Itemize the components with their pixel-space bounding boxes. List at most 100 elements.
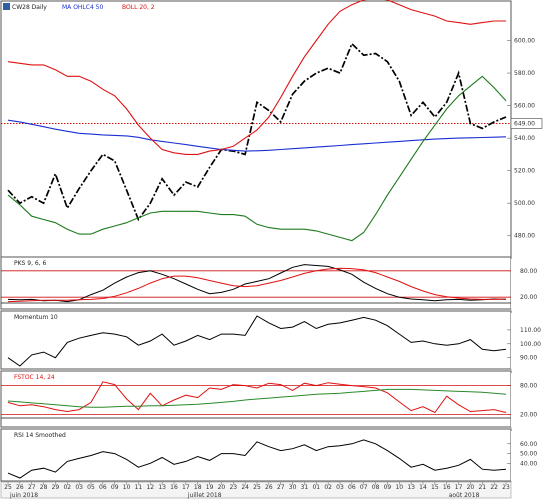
- fstoc-plot: 20.00 80.00: [1, 373, 543, 427]
- x-tick-label: 23: [502, 484, 510, 491]
- x-tick-label: 16: [170, 484, 178, 491]
- x-tick-label: 20: [218, 484, 226, 491]
- x-tick-label: 14: [419, 484, 427, 491]
- x-tick-label: 25: [253, 484, 261, 491]
- x-tick-label: 28: [40, 484, 48, 491]
- rsi-panel-label[interactable]: RSI 14 Smoothed: [14, 432, 66, 439]
- momentum-panel-label[interactable]: Momentum 10: [14, 314, 58, 321]
- pks-panel-label[interactable]: PKS 9, 6, 6: [14, 260, 47, 267]
- y-tick-label: 100.00: [520, 341, 541, 348]
- x-tick-label: 27: [28, 484, 36, 491]
- boll-indicator-label[interactable]: BOLL 20, 2: [122, 4, 155, 11]
- main-price-panel: [0, 0, 512, 258]
- month-label: juillet 2018: [187, 492, 222, 499]
- x-tick-label: 29: [52, 484, 60, 491]
- series-line: [7, 267, 507, 303]
- x-tick-label: 03: [336, 484, 344, 491]
- x-tick-label: 09: [111, 484, 119, 491]
- y-tick-label: 20.00: [520, 411, 537, 418]
- y-tick-label: 520.00: [514, 168, 535, 175]
- y-tick-label: 80.00: [520, 383, 537, 390]
- axis-area: [511, 373, 543, 427]
- x-tick-label: 08: [372, 484, 380, 491]
- pks-plot: 20.00 80.00: [1, 259, 543, 309]
- main-plot: 480.00 500.00 520.00 540.00 560.00 580.00 600.…: [1, 0, 543, 242]
- date-axis: 25 26 27 28 29 02 03 05 06 09 10 11 12 13 16 17 18 19 20 23…: [0, 481, 512, 499]
- pks-panel: [0, 256, 512, 310]
- fstoc-panel-label[interactable]: FSTOC 14, 24: [14, 374, 55, 381]
- x-tick-label: 26: [16, 484, 24, 491]
- rsi-plot: 40.00 50.00 60.00: [7, 431, 543, 481]
- x-tick-label: 24: [241, 484, 249, 491]
- series-line: [7, 381, 507, 414]
- x-tick-label: 06: [99, 484, 107, 491]
- y-tick-label: 540.00: [514, 135, 535, 142]
- month-label: août 2018: [449, 492, 480, 499]
- x-tick-label: 11: [135, 484, 143, 491]
- price-label-box: [510, 118, 543, 129]
- y-tick-label: 600.00: [514, 38, 535, 45]
- x-tick-label: 12: [146, 484, 154, 491]
- x-tick-label: 01: [312, 484, 320, 491]
- series-line: [7, 0, 506, 155]
- x-tick-label: 20: [467, 484, 475, 491]
- x-tick-label: 10: [395, 484, 403, 491]
- series-line: [7, 75, 507, 242]
- x-tick-label: 23: [229, 484, 237, 491]
- x-tick-label: 02: [324, 484, 332, 491]
- x-tick-label: 07: [360, 484, 368, 491]
- x-tick-label: 16: [443, 484, 451, 491]
- y-tick-label: 500.00: [514, 200, 535, 207]
- x-tick-label: 15: [431, 484, 439, 491]
- y-tick-label: 90.00: [520, 355, 537, 362]
- x-tick-label: 13: [407, 484, 415, 491]
- y-tick-label: 20.00: [520, 294, 537, 301]
- x-tick-label: 13: [158, 484, 166, 491]
- y-tick-label: 480.00: [514, 233, 535, 240]
- symbol-label[interactable]: CW28 Daily: [12, 4, 47, 11]
- series-line: [7, 264, 507, 303]
- x-tick-label: 25: [4, 484, 12, 491]
- rsi-panel: [0, 428, 512, 482]
- series-line: [7, 42, 507, 222]
- axis-area: [511, 313, 543, 369]
- y-tick-label: 560.00: [514, 103, 535, 110]
- chart-menu-icon[interactable]: [3, 3, 10, 10]
- y-tick-label: 60.00: [520, 441, 537, 448]
- x-tick-label: 17: [182, 484, 190, 491]
- x-tick-label: 26: [265, 484, 273, 491]
- date-axis-background: [0, 481, 512, 499]
- price-label: 649.00: [514, 120, 535, 127]
- x-tick-label: 17: [455, 484, 463, 491]
- momentum-plot: 90.00 100.00 110.00: [7, 313, 543, 369]
- x-tick-label: 10: [123, 484, 131, 491]
- y-tick-label: 40.00: [520, 460, 537, 467]
- y-tick-label: 580.00: [514, 70, 535, 77]
- x-tick-label: 02: [63, 484, 71, 491]
- axis-area: [511, 259, 543, 309]
- x-tick-label: 18: [194, 484, 202, 491]
- y-tick-label: 110.00: [520, 327, 541, 334]
- x-tick-label: 06: [348, 484, 356, 491]
- x-tick-label: 19: [206, 484, 214, 491]
- series-line: [7, 388, 507, 408]
- month-label: juin 2018: [9, 492, 38, 499]
- x-tick-label: 30: [289, 484, 297, 491]
- axis-area: [511, 431, 543, 481]
- x-tick-label: 05: [87, 484, 95, 491]
- x-tick-label: 21: [478, 484, 486, 491]
- momentum-panel: [0, 310, 512, 370]
- x-tick-label: 27: [277, 484, 285, 491]
- series-line: [7, 315, 507, 367]
- y-tick-label: 50.00: [520, 451, 537, 458]
- x-tick-label: 22: [490, 484, 498, 491]
- y-tick-label: 80.00: [520, 268, 537, 275]
- x-tick-label: 31: [301, 484, 309, 491]
- ma-indicator-label[interactable]: MA OHLC4 50: [62, 4, 103, 11]
- series-line: [7, 119, 507, 152]
- series-line: [7, 439, 507, 479]
- x-tick-label: 03: [75, 484, 83, 491]
- main-panel-header: CW28 Daily MA OHLC4 50 BOLL 20, 2: [3, 3, 155, 11]
- x-tick-label: 09: [384, 484, 392, 491]
